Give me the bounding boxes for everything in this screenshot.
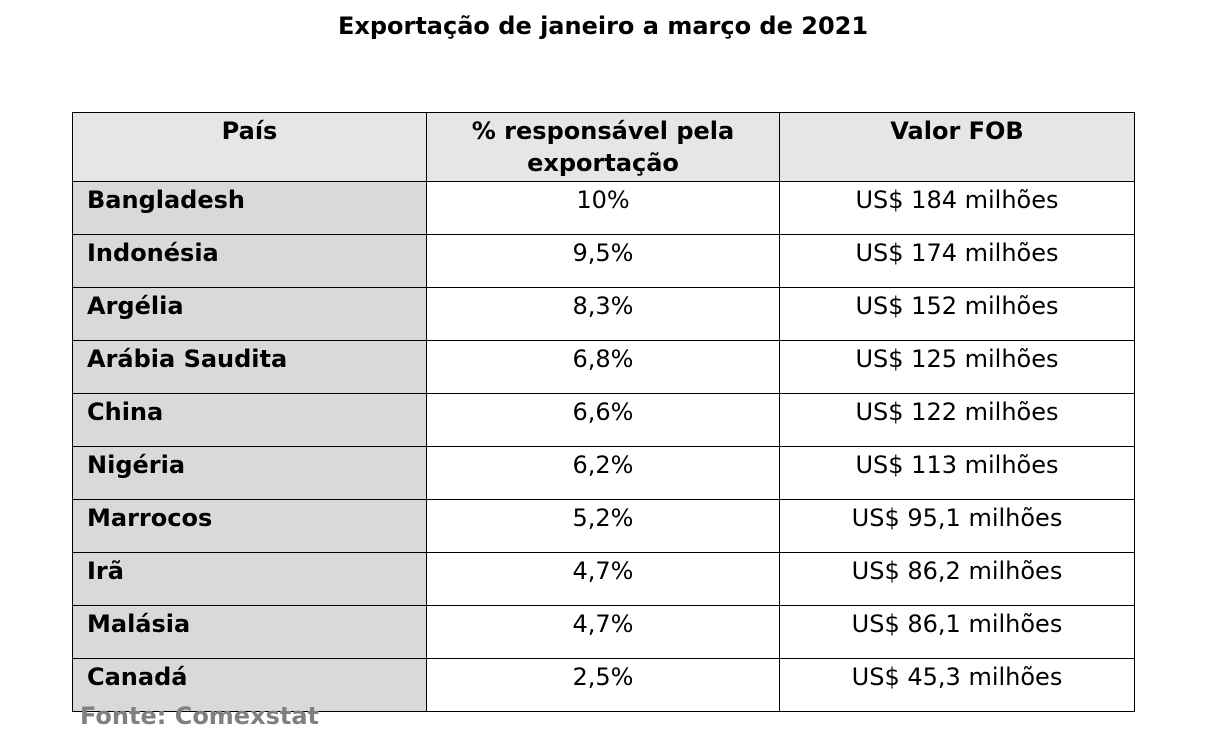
fob-value-cell: US$ 86,1 milhões [779, 605, 1135, 659]
percent-cell: 4,7% [426, 605, 780, 659]
fob-value-cell: US$ 113 milhões [779, 446, 1135, 500]
country-cell: Irã [72, 552, 427, 606]
header-fob-value: Valor FOB [779, 112, 1135, 182]
country-cell: Argélia [72, 287, 427, 341]
export-table: País % responsável pela exportação Valor… [72, 112, 1135, 712]
percent-cell: 10% [426, 181, 780, 235]
percent-cell: 9,5% [426, 234, 780, 288]
table-row: Argélia 8,3% US$ 152 milhões [72, 287, 1135, 341]
country-cell: Marrocos [72, 499, 427, 553]
table-row: Indonésia 9,5% US$ 174 milhões [72, 234, 1135, 288]
fob-value-cell: US$ 95,1 milhões [779, 499, 1135, 553]
table-row: Arábia Saudita 6,8% US$ 125 milhões [72, 340, 1135, 394]
country-cell: Arábia Saudita [72, 340, 427, 394]
fob-value-cell: US$ 122 milhões [779, 393, 1135, 447]
source-note: Fonte: Comexstat [80, 702, 319, 730]
table-row: China 6,6% US$ 122 milhões [72, 393, 1135, 447]
country-cell: Nigéria [72, 446, 427, 500]
header-row: País % responsável pela exportação Valor… [72, 112, 1135, 182]
table-row: Bangladesh 10% US$ 184 milhões [72, 181, 1135, 235]
fob-value-cell: US$ 45,3 milhões [779, 658, 1135, 712]
table-header: País % responsável pela exportação Valor… [72, 112, 1135, 182]
table-body: Bangladesh 10% US$ 184 milhões Indonésia… [72, 181, 1135, 712]
table-row: Marrocos 5,2% US$ 95,1 milhões [72, 499, 1135, 553]
fob-value-cell: US$ 86,2 milhões [779, 552, 1135, 606]
country-cell: Bangladesh [72, 181, 427, 235]
percent-cell: 5,2% [426, 499, 780, 553]
country-cell: Malásia [72, 605, 427, 659]
country-cell: Indonésia [72, 234, 427, 288]
percent-cell: 4,7% [426, 552, 780, 606]
percent-cell: 8,3% [426, 287, 780, 341]
percent-cell: 6,2% [426, 446, 780, 500]
table-row: Canadá 2,5% US$ 45,3 milhões [72, 658, 1135, 712]
percent-cell: 6,8% [426, 340, 780, 394]
country-cell: Canadá [72, 658, 427, 712]
table-row: Nigéria 6,2% US$ 113 milhões [72, 446, 1135, 500]
percent-cell: 6,6% [426, 393, 780, 447]
fob-value-cell: US$ 174 milhões [779, 234, 1135, 288]
country-cell: China [72, 393, 427, 447]
fob-value-cell: US$ 125 milhões [779, 340, 1135, 394]
header-percent: % responsável pela exportação [426, 112, 780, 182]
table-row: Irã 4,7% US$ 86,2 milhões [72, 552, 1135, 606]
fob-value-cell: US$ 152 milhões [779, 287, 1135, 341]
table-title: Exportação de janeiro a março de 2021 [337, 12, 869, 40]
fob-value-cell: US$ 184 milhões [779, 181, 1135, 235]
table-row: Malásia 4,7% US$ 86,1 milhões [72, 605, 1135, 659]
percent-cell: 2,5% [426, 658, 780, 712]
header-country: País [72, 112, 427, 182]
